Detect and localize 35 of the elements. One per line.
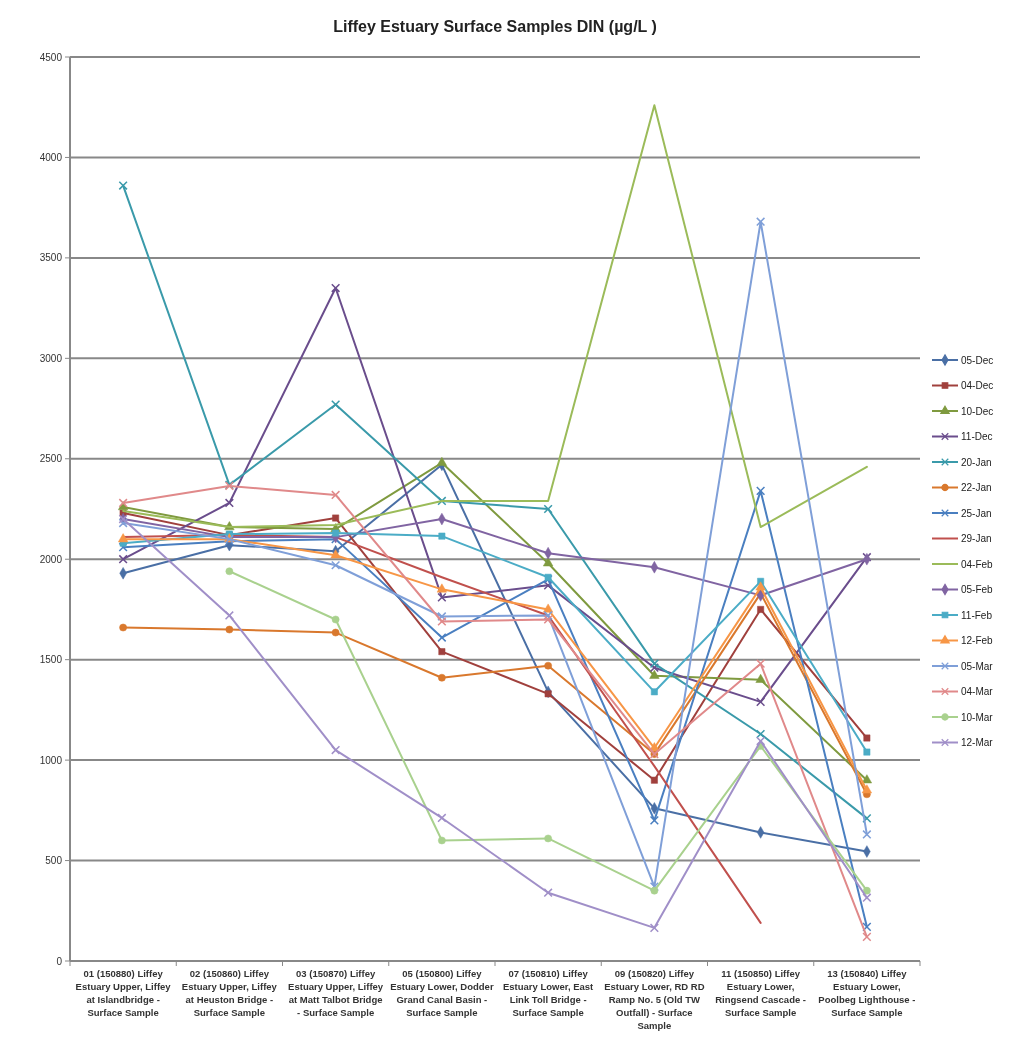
legend-label: 10-Mar (961, 711, 994, 723)
y-tick-label: 3000 (39, 352, 63, 364)
legend-label: 20-Jan (961, 456, 992, 468)
legend-label: 12-Mar (961, 737, 994, 748)
legend-label: 05-Feb (961, 584, 994, 595)
x-tick-label: 09 (150820) Liffey Estuary Lower, RD RD Ramp No. 5 (Old TW Outfall) - Surface Sample (604, 968, 705, 1031)
legend-label: 04-Dec (961, 380, 994, 391)
x-tick-label: 13 (150840) Liffey Estuary Lower, Poolbeg Lighthouse - Surface Sample (818, 968, 916, 1018)
y-tick-label: 4000 (39, 151, 63, 163)
x-tick-label: 01 (150880) Liffey Estuary Upper, Liffey at Islandbridge - Surface Sample (75, 968, 172, 1018)
y-tick-label: 2000 (39, 553, 63, 565)
legend-label: 12-Feb (961, 635, 994, 646)
y-tick-label: 0 (56, 955, 63, 967)
y-tick-label: 2500 (39, 453, 63, 465)
chart-title: Liffey Estuary Surface Samples DIN (µg/L ) (333, 18, 657, 35)
legend-label: 05-Dec (961, 354, 994, 366)
y-tick-label: 3500 (39, 252, 63, 264)
legend-label: 11-Feb (961, 609, 993, 621)
y-tick-label: 4500 (39, 51, 63, 63)
legend-label: 10-Dec (961, 405, 994, 417)
legend-label: 22-Jan (961, 482, 992, 493)
legend-label: 04-Mar (961, 686, 994, 697)
x-tick-label: 11 (150850) Liffey Estuary Lower, Ringsend Cascade - Surface Sample (715, 968, 807, 1018)
legend-label: 29-Jan (961, 533, 992, 544)
x-tick-label: 05 (150800) Liffey Estuary Lower, Dodder Grand Canal Basin - Surface Sample (390, 968, 494, 1018)
legend-label: 05-Mar (961, 660, 994, 672)
x-tick-label: 02 (150860) Liffey Estuary Upper, Liffey at Heuston Bridge - Surface Sample (181, 968, 278, 1018)
legend-label: 11-Dec (961, 431, 993, 442)
x-tick-label: 07 (150810) Liffey Estuary Lower, East Link Toll Bridge - Surface Sample (502, 968, 595, 1018)
y-tick-label: 1500 (39, 654, 63, 666)
legend-label: 25-Jan (961, 507, 992, 519)
y-tick-label: 500 (45, 855, 63, 867)
y-tick-label: 1000 (39, 754, 63, 766)
legend-label: 04-Feb (961, 558, 994, 570)
x-tick-label: 03 (150870) Liffey Estuary Upper, Liffey at Matt Talbot Bridge - Surface Sample (288, 968, 384, 1018)
